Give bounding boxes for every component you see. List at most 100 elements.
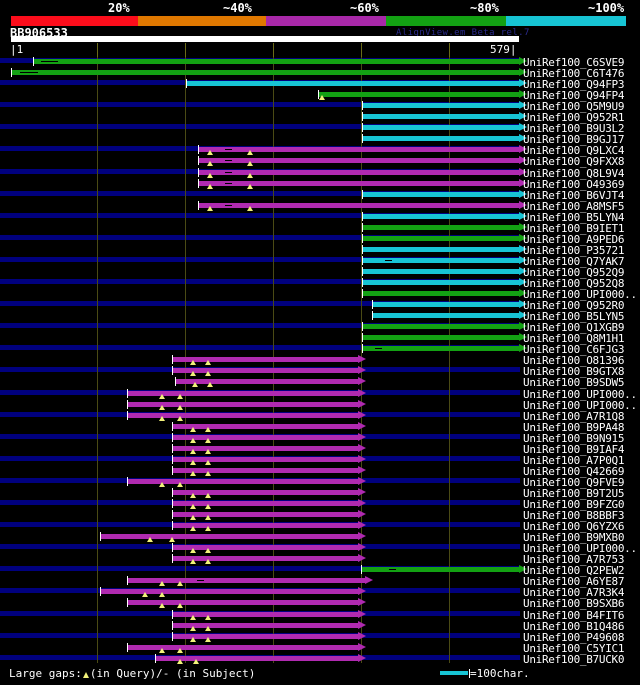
sequence-label[interactable]: UniRef100_Q5M9U9 — [523, 100, 625, 114]
hsp-bar[interactable] — [127, 642, 366, 651]
sequence-label[interactable]: UniRef100_P49608 — [523, 630, 625, 644]
alignment-row[interactable]: UniRef100_A7R1Q8 — [0, 410, 640, 422]
hsp-bar[interactable] — [127, 598, 366, 607]
alignment-row[interactable]: UniRef100_Q6YZX6 — [0, 521, 640, 532]
hsp-bar[interactable] — [172, 432, 366, 441]
sequence-label[interactable]: UniRef100_B9PA48 — [523, 420, 625, 434]
alignment-row[interactable]: UniRef100_Q9LXC4 — [0, 145, 640, 156]
alignment-row[interactable]: UniRef100_Q9FXX8 — [0, 156, 640, 167]
alignment-row[interactable]: UniRef100_P49608 — [0, 630, 640, 644]
hsp-bar[interactable] — [362, 211, 527, 220]
alignment-row[interactable]: UniRef100_O81396 — [0, 355, 640, 366]
alignment-row[interactable]: UniRef100_Q7YAK7 — [0, 254, 640, 268]
hsp-bar[interactable] — [372, 300, 527, 309]
alignment-row[interactable]: UniRef100_Q952R0 — [0, 300, 640, 311]
hsp-bar[interactable] — [127, 388, 366, 397]
alignment-row[interactable]: UniRef100_B9PA48 — [0, 420, 640, 434]
alignment-row[interactable]: UniRef100_C6SVE9 — [0, 57, 640, 68]
hsp-bar[interactable] — [172, 543, 366, 552]
alignment-row[interactable]: UniRef100_C6T476 — [0, 68, 640, 79]
alignment-row[interactable]: UniRef100_A7R753 — [0, 554, 640, 565]
alignment-row[interactable]: UniRef100_B9GJ17 — [0, 134, 640, 145]
hsp-bar[interactable] — [172, 487, 366, 496]
alignment-row[interactable]: UniRef100_B9IAF4 — [0, 443, 640, 455]
sequence-label[interactable]: UniRef100_B8BBF3 — [523, 509, 625, 523]
hsp-bar[interactable] — [372, 311, 527, 320]
hsp-bar[interactable] — [100, 532, 366, 541]
sequence-label[interactable]: UniRef100_Q94FP3 — [523, 78, 625, 92]
sequence-label[interactable]: UniRef100_B7UCK0 — [523, 652, 625, 666]
alignment-row[interactable]: UniRef100_P35721 — [0, 243, 640, 257]
sequence-label[interactable]: UniRef100_Q6YZX6 — [523, 520, 625, 534]
alignment-row[interactable]: UniRef100_Q952R1 — [0, 112, 640, 123]
hsp-bar[interactable] — [198, 156, 527, 165]
sequence-label[interactable]: UniRef100_B5LYN5 — [523, 310, 625, 324]
sequence-label[interactable]: UniRef100_Q952Q8 — [523, 277, 625, 290]
hsp-bar[interactable] — [198, 167, 527, 176]
sequence-label[interactable]: UniRef100_UPI000.. — [523, 398, 637, 412]
sequence-label[interactable]: UniRef100_O49369 — [523, 177, 625, 191]
alignment-row[interactable]: UniRef100_Q1XGB9 — [0, 322, 640, 333]
hsp-bar[interactable] — [362, 278, 527, 286]
alignment-row[interactable]: UniRef100_A8MSF5 — [0, 200, 640, 212]
sequence-label[interactable]: UniRef100_B9SDW5 — [523, 376, 625, 390]
sequence-label[interactable]: UniRef100_Q7YAK7 — [523, 254, 625, 268]
alignment-row[interactable]: UniRef100_UPI000.. — [0, 543, 640, 554]
sequence-label[interactable]: UniRef100_C6FJG3 — [523, 343, 625, 357]
alignment-row[interactable]: UniRef100_Q5M9U9 — [0, 101, 640, 112]
sequence-label[interactable]: UniRef100_B1Q486 — [523, 619, 625, 633]
alignment-row[interactable]: UniRef100_B9MXB0 — [0, 532, 640, 543]
hsp-bar[interactable] — [172, 465, 366, 474]
hsp-bar[interactable] — [100, 587, 366, 596]
alignment-row[interactable]: UniRef100_A7R3K4 — [0, 587, 640, 598]
hsp-bar[interactable] — [362, 333, 527, 342]
sequence-label[interactable]: UniRef100_C6T476 — [523, 67, 625, 81]
sequence-label[interactable]: UniRef100_Q9LXC4 — [523, 144, 625, 158]
hsp-bar[interactable] — [33, 57, 527, 65]
alignment-row[interactable]: UniRef100_A7P0Q1 — [0, 454, 640, 466]
hsp-bar[interactable] — [175, 377, 366, 386]
alignment-row[interactable]: UniRef100_UPI000.. — [0, 388, 640, 400]
sequence-label[interactable]: UniRef100_B9GJ17 — [523, 133, 625, 147]
hsp-bar[interactable] — [172, 554, 366, 563]
sequence-label[interactable]: UniRef100_B9MXB0 — [523, 531, 625, 545]
sequence-label[interactable]: UniRef100_Q9FVE9 — [523, 475, 625, 489]
sequence-label[interactable]: UniRef100_Q94FP4 — [523, 89, 625, 103]
alignment-row[interactable]: UniRef100_Q952Q8 — [0, 278, 640, 289]
hsp-bar[interactable] — [362, 189, 527, 198]
hsp-bar[interactable] — [362, 123, 527, 132]
hsp-bar[interactable] — [362, 266, 527, 275]
alignment-row[interactable]: UniRef100_B6VJT4 — [0, 189, 640, 201]
sequence-label[interactable]: UniRef100_P35721 — [523, 243, 625, 257]
alignment-row[interactable]: UniRef100_B5LYN4 — [0, 210, 640, 224]
sequence-label[interactable]: UniRef100_O81396 — [523, 354, 625, 368]
hsp-bar[interactable] — [172, 521, 366, 530]
sequence-label[interactable]: UniRef100_Q8M1H1 — [523, 332, 625, 346]
alignment-row[interactable]: UniRef100_C5YIC1 — [0, 642, 640, 654]
hsp-bar[interactable] — [362, 322, 527, 331]
alignment-row[interactable]: UniRef100_B4FIT6 — [0, 609, 640, 621]
sequence-label[interactable]: UniRef100_B9SXB6 — [523, 597, 625, 611]
hsp-bar[interactable] — [172, 366, 366, 375]
hsp-bar[interactable] — [362, 244, 527, 253]
sequence-label[interactable]: UniRef100_UPI000.. — [523, 288, 637, 302]
sequence-label[interactable]: UniRef100_A7R753 — [523, 553, 625, 567]
sequence-label[interactable]: UniRef100_B9GTX8 — [523, 365, 625, 379]
alignment-row[interactable]: UniRef100_B9T2U5 — [0, 487, 640, 499]
alignment-row[interactable]: UniRef100_B1Q486 — [0, 619, 640, 633]
hsp-bar[interactable] — [172, 454, 366, 463]
hsp-bar[interactable] — [362, 289, 527, 298]
sequence-label[interactable]: UniRef100_Q952R0 — [523, 299, 625, 313]
alignment-row[interactable]: UniRef100_Q42669 — [0, 465, 640, 477]
sequence-label[interactable]: UniRef100_Q952Q9 — [523, 265, 625, 279]
hsp-bar[interactable] — [11, 68, 527, 77]
sequence-label[interactable]: UniRef100_B5LYN4 — [523, 210, 625, 224]
sequence-label[interactable]: UniRef100_Q9FXX8 — [523, 155, 625, 169]
alignment-row[interactable]: UniRef100_UPI000.. — [0, 289, 640, 300]
hsp-bar[interactable] — [155, 653, 366, 662]
hsp-bar[interactable] — [127, 476, 366, 485]
sequence-label[interactable]: UniRef100_A6YE87 — [523, 575, 625, 589]
sequence-label[interactable]: UniRef100_A9PED6 — [523, 232, 625, 246]
sequence-label[interactable]: UniRef100_Q952R1 — [523, 111, 625, 125]
hsp-bar[interactable] — [172, 620, 366, 629]
